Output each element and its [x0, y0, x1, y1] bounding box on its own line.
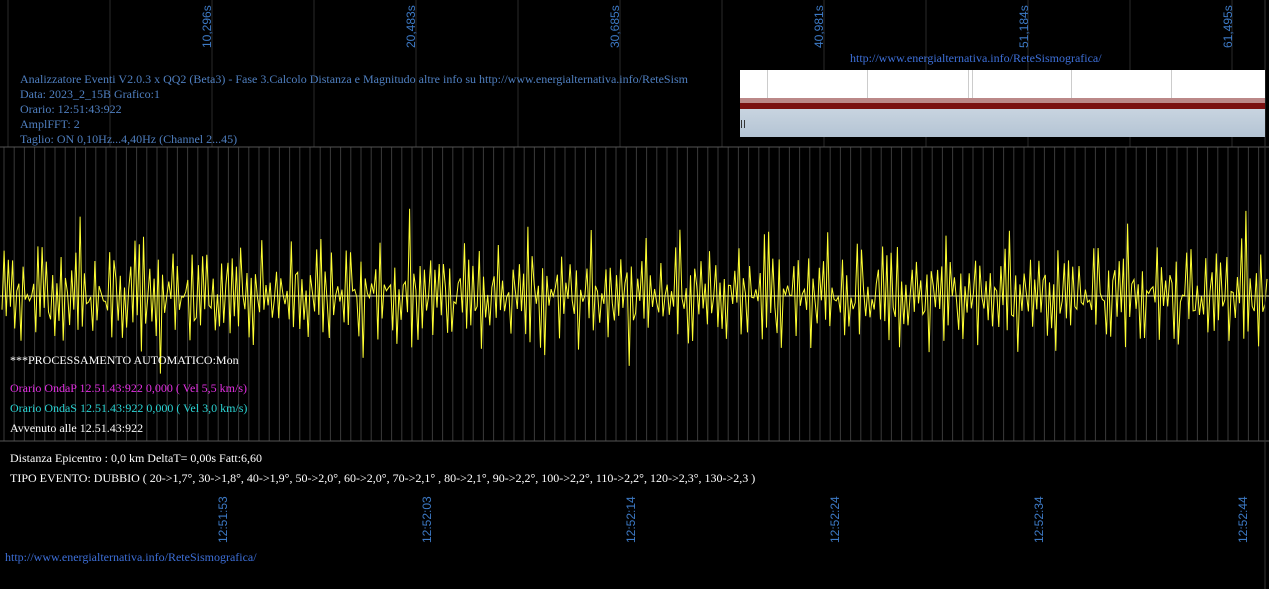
seismic-trace — [1, 208, 1268, 374]
header-amplfft: AmplFFT: 2 — [20, 117, 80, 131]
thumbnail-bg — [740, 70, 1265, 98]
thumbnail-overview — [740, 70, 1265, 137]
top-tick-5: 51,184s — [1017, 5, 1031, 48]
bottom-tick-1: 12:51:53 — [216, 496, 230, 543]
top-tick-4: 40,981s — [812, 5, 826, 48]
epicenter-distance: Distanza Epicentro : 0,0 km DeltaT= 0,00… — [10, 451, 263, 465]
bottom-tick-6: 12:52:44 — [1236, 496, 1250, 543]
thumbnail-scrollbar — [740, 109, 1265, 137]
event-type: TIPO EVENTO: DUBBIO ( 20->1,7°, 30->1,8°… — [10, 471, 756, 485]
bottom-tick-4: 12:52:24 — [828, 496, 842, 543]
event-time: Avvenuto alle 12.51.43:922 — [10, 421, 144, 435]
vertical-grid — [3, 0, 1260, 441]
top-tick-6: 61,495s — [1221, 5, 1235, 48]
top-tick-3: 30,685s — [608, 5, 622, 48]
onda-s-time: Orario OndaS 12.51.43:922 0,000 ( Vel 3,… — [10, 401, 248, 415]
bottom-tick-2: 12:52:03 — [420, 496, 434, 543]
header-block: Analizzatore Eventi V2.0.3 x QQ2 (Beta3)… — [20, 72, 688, 147]
bottom-tick-3: 12:52:14 — [624, 496, 638, 543]
header-time: Orario: 12:51:43:922 — [20, 102, 122, 116]
top-tick-1: 10,296s — [200, 5, 214, 48]
bottom-url-link[interactable]: http://www.energialternativa.info/ReteSi… — [5, 550, 257, 564]
header-filter: Taglio: ON 0,10Hz...4,40Hz (Channel 2...… — [20, 132, 238, 146]
bottom-tick-5: 12:52:34 — [1032, 496, 1046, 543]
header-date: Data: 2023_2_15B Grafico:1 — [20, 87, 160, 101]
header-title: Analizzatore Eventi V2.0.3 x QQ2 (Beta3)… — [20, 72, 688, 86]
top-url-link[interactable]: http://www.energialternativa.info/ReteSi… — [850, 51, 1102, 65]
onda-p-time: Orario OndaP 12.51.43:922 0,000 ( Vel 5,… — [10, 381, 247, 395]
top-tick-2: 20,483s — [404, 5, 418, 48]
processing-status: ***PROCESSAMENTO AUTOMATICO:Mon — [10, 353, 239, 367]
